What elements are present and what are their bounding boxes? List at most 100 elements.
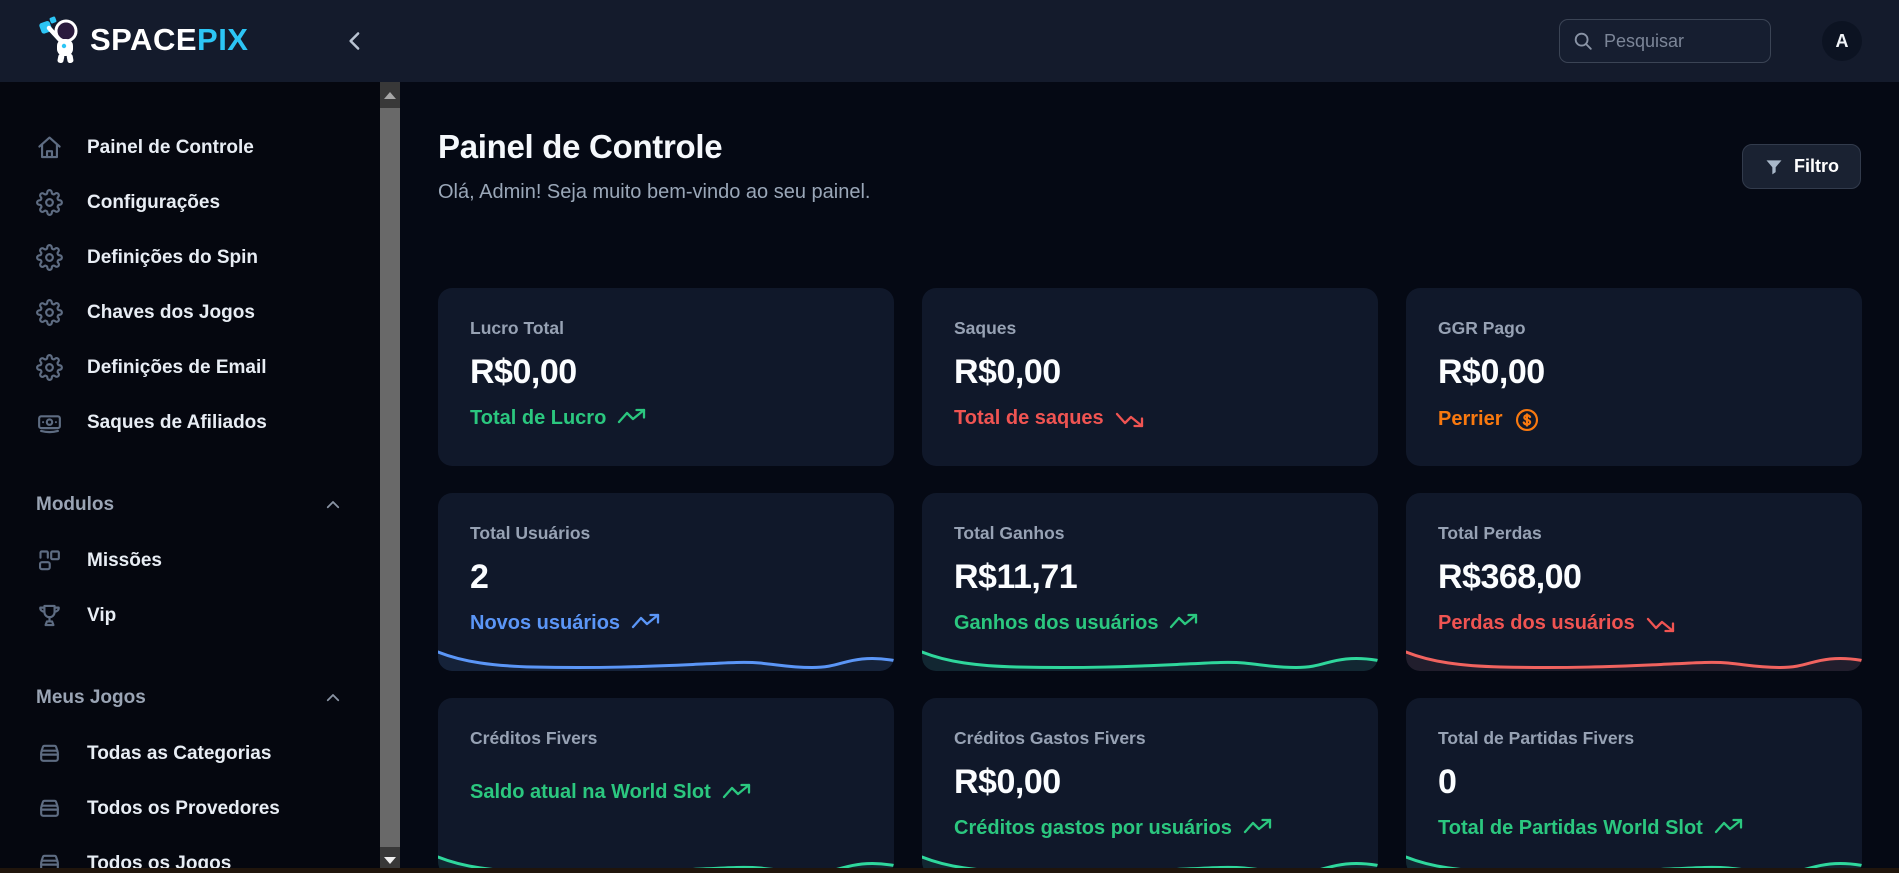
card-footer: Total de saques bbox=[954, 407, 1346, 430]
card-footer-label: Ganhos dos usuários bbox=[954, 611, 1159, 634]
sidebar-item-vip[interactable]: Vip bbox=[0, 588, 380, 643]
archive-icon bbox=[40, 799, 59, 817]
sidebar-item-definicoes-de-email[interactable]: Definições de Email bbox=[0, 340, 380, 395]
sparkline-chart bbox=[1406, 645, 1862, 671]
window-bottom-edge bbox=[0, 868, 1899, 873]
sidebar-item-definicoes-do-spin[interactable]: Definições do Spin bbox=[0, 230, 380, 285]
trend-up-icon bbox=[1714, 819, 1742, 834]
triangle-up-icon bbox=[384, 91, 396, 99]
avatar-initial: A bbox=[1835, 30, 1849, 51]
sidebar-item-label: Todos os Provedores bbox=[87, 797, 280, 819]
topbar: SPACEPIX A bbox=[0, 0, 1899, 82]
trend-down-icon bbox=[1646, 618, 1674, 633]
sidebar-section-modulos[interactable]: Modulos bbox=[0, 493, 380, 517]
gear-icon bbox=[36, 244, 63, 271]
scrollbar-thumb[interactable] bbox=[380, 108, 400, 847]
search-box[interactable] bbox=[1559, 19, 1771, 63]
card-label: Total de Partidas Fivers bbox=[1438, 728, 1635, 748]
trend-up-icon bbox=[722, 783, 750, 798]
home-icon bbox=[38, 136, 61, 159]
sidebar-item-label: Saques de Afiliados bbox=[87, 411, 267, 433]
triangle-down-icon bbox=[384, 856, 396, 864]
sidebar-item-missoes[interactable]: Missões bbox=[0, 533, 380, 588]
stat-card-ggr-pago: GGR Pago R$0,00 Perrier bbox=[1406, 288, 1862, 466]
sidebar-item-label: Definições de Email bbox=[87, 356, 267, 378]
filter-button-label: Filtro bbox=[1794, 156, 1839, 176]
sparkline-chart bbox=[922, 645, 1378, 671]
gear-icon bbox=[36, 354, 63, 381]
sidebar-item-todos-os-jogos[interactable]: Todos os Jogos bbox=[0, 836, 380, 873]
sidebar-item-label: Todos os Jogos bbox=[87, 852, 232, 873]
sidebar-scrollbar[interactable] bbox=[380, 82, 400, 873]
search-icon bbox=[1574, 32, 1592, 50]
filter-icon bbox=[1766, 159, 1782, 174]
card-value: R$0,00 bbox=[954, 353, 1061, 391]
trophy-icon bbox=[39, 604, 60, 627]
scrollbar-down-button[interactable] bbox=[380, 847, 400, 873]
sidebar-item-label: Vip bbox=[87, 604, 117, 626]
card-footer: Total de Lucro bbox=[470, 407, 862, 430]
stat-card-lucro-total: Lucro Total R$0,00 Total de Lucro bbox=[438, 288, 894, 466]
avatar[interactable]: A bbox=[1822, 21, 1862, 61]
card-label: Total Perdas bbox=[1438, 523, 1542, 543]
sidebar-section-label: Modulos bbox=[36, 494, 115, 515]
trend-down-icon bbox=[1115, 413, 1143, 428]
brand-pix: PIX bbox=[197, 22, 249, 57]
card-footer: Perrier bbox=[1438, 407, 1830, 433]
sidebar-section-label: Meus Jogos bbox=[36, 687, 146, 708]
card-value: 0 bbox=[1438, 763, 1457, 801]
chevron-up-icon bbox=[326, 501, 340, 509]
sidebar-item-painel-de-controle[interactable]: Painel de Controle bbox=[0, 120, 380, 175]
card-footer-label: Saldo atual na World Slot bbox=[470, 781, 711, 803]
search-input[interactable] bbox=[1604, 30, 1744, 52]
card-footer-label: Total de Partidas World Slot bbox=[1438, 816, 1703, 839]
chevron-left-icon bbox=[349, 32, 360, 50]
stat-card-total-usuarios: Total Usuários 2 Novos usuários bbox=[438, 493, 894, 671]
sidebar-item-chaves-dos-jogos[interactable]: Chaves dos Jogos bbox=[0, 285, 380, 340]
card-label: Créditos Fivers bbox=[470, 728, 598, 748]
sidebar-collapse-button[interactable] bbox=[340, 26, 370, 56]
stat-card-total-ganhos: Total Ganhos R$11,71 Ganhos dos usuários bbox=[922, 493, 1378, 671]
card-value: 2 bbox=[470, 558, 489, 596]
card-footer-label: Total de saques bbox=[954, 406, 1104, 429]
card-label: Total Usuários bbox=[470, 523, 591, 543]
card-value: R$0,00 bbox=[470, 353, 577, 391]
card-footer-label: Novos usuários bbox=[470, 611, 621, 634]
stats-grid: Lucro Total R$0,00 Total de Lucro Saques… bbox=[438, 288, 1862, 873]
gear-icon bbox=[36, 299, 63, 326]
sidebar-item-configuracoes[interactable]: Configurações bbox=[0, 175, 380, 230]
sidebar-item-label: Chaves dos Jogos bbox=[87, 301, 255, 323]
card-label: GGR Pago bbox=[1438, 318, 1526, 338]
card-footer: Ganhos dos usuários bbox=[954, 612, 1346, 635]
filter-button[interactable]: Filtro bbox=[1742, 144, 1861, 189]
sidebar-item-todas-as-categorias[interactable]: Todas as Categorias bbox=[0, 726, 380, 781]
card-footer-label: Perdas dos usuários bbox=[1438, 611, 1635, 634]
sidebar-item-label: Configurações bbox=[87, 191, 221, 213]
card-value: R$11,71 bbox=[954, 558, 1078, 596]
card-footer: Saldo atual na World Slot bbox=[470, 781, 862, 804]
brand-text: SPACEPIX bbox=[90, 14, 248, 66]
sidebar-item-label: Missões bbox=[87, 549, 162, 571]
stat-card-total-perdas: Total Perdas R$368,00 Perdas dos usuário… bbox=[1406, 493, 1862, 671]
sparkline-chart bbox=[438, 645, 894, 671]
page-subtitle: Olá, Admin! Seja muito bem-vindo ao seu … bbox=[438, 181, 871, 203]
sidebar-item-todos-os-provedores[interactable]: Todos os Provedores bbox=[0, 781, 380, 836]
astronaut-icon bbox=[39, 16, 78, 64]
sidebar-item-label: Definições do Spin bbox=[87, 246, 259, 268]
sidebar-item-label: Todas as Categorias bbox=[87, 742, 272, 764]
card-footer: Perdas dos usuários bbox=[1438, 612, 1830, 635]
scrollbar-up-button[interactable] bbox=[380, 82, 400, 108]
card-footer-label: Total de Lucro bbox=[470, 406, 607, 429]
sidebar-item-label: Painel de Controle bbox=[87, 136, 254, 158]
sidebar-item-saques-de-afiliados[interactable]: Saques de Afiliados bbox=[0, 395, 380, 450]
main-content: Painel de Controle Olá, Admin! Seja muit… bbox=[400, 82, 1899, 873]
card-footer: Créditos gastos por usuários bbox=[954, 817, 1346, 840]
card-label: Saques bbox=[954, 318, 1017, 338]
card-footer-label: Perrier bbox=[1438, 408, 1503, 431]
stat-card-total-de-partidas-fivers: Total de Partidas Fivers 0 Total de Part… bbox=[1406, 698, 1862, 873]
circle-dollar-icon bbox=[1515, 408, 1538, 431]
brand-logo[interactable]: SPACEPIX bbox=[38, 14, 248, 66]
card-label: Lucro Total bbox=[470, 318, 564, 338]
page-title: Painel de Controle bbox=[438, 128, 723, 165]
sidebar-section-meus-jogos[interactable]: Meus Jogos bbox=[0, 686, 380, 710]
